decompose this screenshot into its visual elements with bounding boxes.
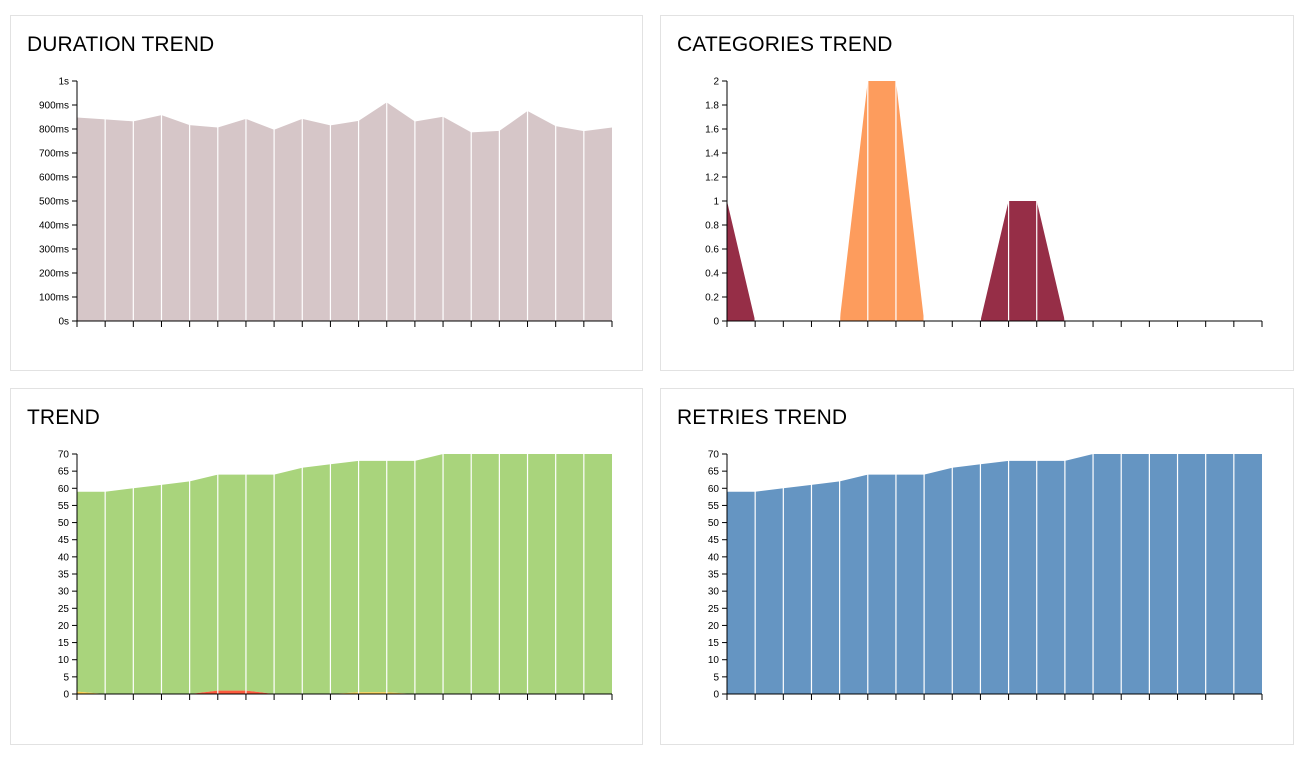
y-tick-label: 0 xyxy=(713,317,719,328)
y-tick-label: 35 xyxy=(708,570,720,581)
y-tick-label: 10 xyxy=(708,655,720,666)
retries-trend-chart: 0 5 10 15 20 25 30 35 40 45 50 55 60 65 70 xyxy=(708,450,1263,701)
chart-title: RETRIES TREND xyxy=(677,406,848,429)
series-area-0 xyxy=(77,102,612,321)
y-tick-label: 0.4 xyxy=(705,269,719,280)
y-tick-label: 50 xyxy=(58,518,70,529)
y-tick-label: 300ms xyxy=(39,245,69,256)
y-tick-label: 60 xyxy=(58,484,70,495)
y-tick-label: 50 xyxy=(708,518,720,529)
y-tick-label: 1 xyxy=(713,197,719,208)
y-tick-label: 70 xyxy=(58,450,70,461)
y-tick-label: 55 xyxy=(58,501,70,512)
y-tick-label: 65 xyxy=(58,467,70,478)
y-tick-label: 25 xyxy=(58,604,70,615)
y-tick-label: 1.8 xyxy=(705,101,719,112)
y-tick-label: 700ms xyxy=(39,149,69,160)
y-tick-label: 2 xyxy=(713,77,719,88)
y-tick-label: 45 xyxy=(58,535,70,546)
y-tick-label: 600ms xyxy=(39,173,69,184)
y-tick-label: 65 xyxy=(708,467,720,478)
y-tick-label: 35 xyxy=(58,570,70,581)
duration-trend-panel: DURATION TREND 0s 100ms 200ms 300ms 400ms 500… xyxy=(10,15,643,371)
y-tick-label: 0.6 xyxy=(705,245,719,256)
categories-trend-chart: 0 0.2 0.4 0.6 0.8 1 1.2 1.4 1.6 1.8 2 xyxy=(705,77,1263,328)
series-area-1 xyxy=(727,201,1262,321)
y-tick-label: 800ms xyxy=(39,125,69,136)
categories-trend-panel: CATEGORIES TREND 0 0.2 0.4 0.6 0.8 1 1.2 1.4 1.6… xyxy=(660,15,1294,371)
chart-title: CATEGORIES TREND xyxy=(677,33,893,56)
y-tick-label: 20 xyxy=(58,621,70,632)
y-tick-label: 1.2 xyxy=(705,173,719,184)
y-tick-label: 30 xyxy=(58,587,70,598)
y-tick-label: 500ms xyxy=(39,197,69,208)
y-tick-label: 0.2 xyxy=(705,293,719,304)
y-tick-label: 0s xyxy=(58,317,69,328)
series-area-0 xyxy=(77,690,612,694)
y-tick-label: 400ms xyxy=(39,221,69,232)
y-tick-label: 20 xyxy=(708,621,720,632)
trend-panel: TREND 0 5 10 15 20 25 30 35 40 45 50 55 60 65 70 xyxy=(10,388,643,745)
y-tick-label: 15 xyxy=(708,638,720,649)
y-tick-label: 1s xyxy=(58,77,69,88)
y-tick-label: 70 xyxy=(708,450,720,461)
y-tick-label: 40 xyxy=(58,552,70,563)
chart-title: DURATION TREND xyxy=(27,33,215,56)
y-tick-label: 15 xyxy=(58,638,70,649)
y-tick-label: 900ms xyxy=(39,101,69,112)
y-tick-label: 5 xyxy=(63,672,69,683)
y-tick-label: 200ms xyxy=(39,269,69,280)
series-area-0 xyxy=(727,81,1262,321)
trend-chart: 0 5 10 15 20 25 30 35 40 45 50 55 60 65 70 xyxy=(58,450,613,701)
retries-trend-panel: RETRIES TREND 0 5 10 15 20 25 30 35 40 45 50 55 60 65… xyxy=(660,388,1294,745)
series-area-0 xyxy=(727,454,1262,694)
y-tick-label: 45 xyxy=(708,535,720,546)
series-area-2 xyxy=(77,454,612,694)
y-tick-label: 25 xyxy=(708,604,720,615)
y-tick-label: 60 xyxy=(708,484,720,495)
y-tick-label: 1.6 xyxy=(705,125,719,136)
y-tick-label: 0 xyxy=(713,690,719,701)
y-tick-label: 5 xyxy=(713,672,719,683)
y-tick-label: 40 xyxy=(708,552,720,563)
y-tick-label: 10 xyxy=(58,655,70,666)
y-tick-label: 55 xyxy=(708,501,720,512)
y-tick-label: 0 xyxy=(63,690,69,701)
y-tick-label: 1.4 xyxy=(705,149,719,160)
series-area-1 xyxy=(77,690,612,694)
y-tick-label: 30 xyxy=(708,587,720,598)
y-tick-label: 0.8 xyxy=(705,221,719,232)
y-tick-label: 100ms xyxy=(39,293,69,304)
chart-title: TREND xyxy=(27,406,100,429)
duration-trend-chart: 0s 100ms 200ms 300ms 400ms 500ms 600ms 700ms 800… xyxy=(39,77,613,328)
